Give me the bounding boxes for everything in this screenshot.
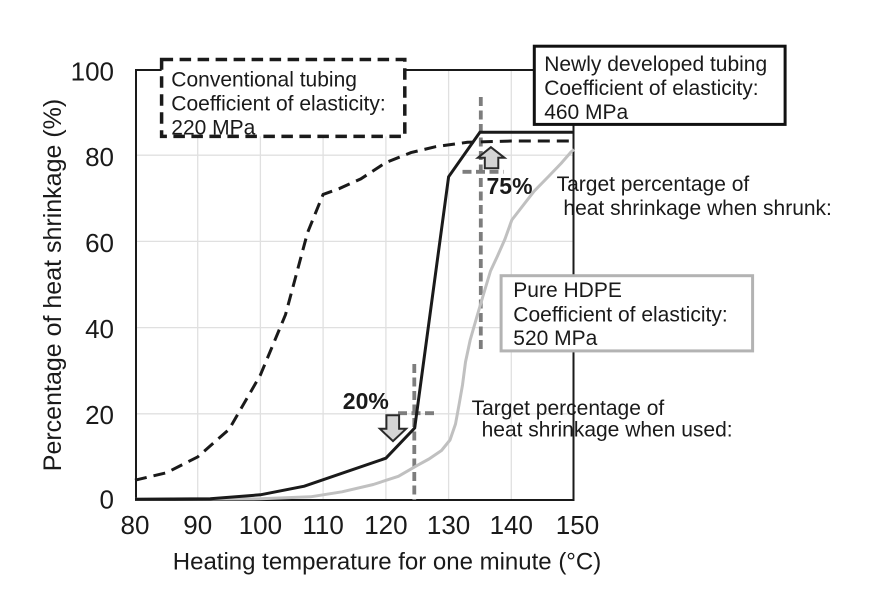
svg-text:Pure HDPE: Pure HDPE xyxy=(513,279,622,302)
svg-text:460 MPa: 460 MPa xyxy=(544,101,628,124)
svg-text:80: 80 xyxy=(121,510,150,540)
svg-text:Coefficient of elasticity:: Coefficient of elasticity: xyxy=(513,303,727,326)
svg-text:220 MPa: 220 MPa xyxy=(171,116,255,139)
svg-text:Heating temperature for one mi: Heating temperature for one minute (°C) xyxy=(173,549,601,576)
svg-text:75%: 75% xyxy=(487,173,533,199)
svg-text:100: 100 xyxy=(71,57,114,87)
svg-text:heat shrinkage when shrunk:: heat shrinkage when shrunk: xyxy=(563,197,832,220)
svg-text:Coefficient of elasticity:: Coefficient of elasticity: xyxy=(544,77,758,100)
svg-text:Target percentage of: Target percentage of xyxy=(557,173,750,196)
svg-text:120: 120 xyxy=(364,510,407,540)
svg-text:520 MPa: 520 MPa xyxy=(513,327,597,350)
svg-text:Percentage of heat shrinkage (: Percentage of heat shrinkage (%) xyxy=(39,99,67,471)
svg-text:140: 140 xyxy=(490,510,533,540)
svg-text:110: 110 xyxy=(302,510,343,540)
svg-text:100: 100 xyxy=(239,510,282,540)
svg-text:90: 90 xyxy=(183,510,212,540)
svg-text:Newly developed tubing: Newly developed tubing xyxy=(544,53,767,76)
svg-text:150: 150 xyxy=(556,510,599,540)
svg-text:heat shrinkage when used:: heat shrinkage when used: xyxy=(482,419,733,442)
svg-text:0: 0 xyxy=(100,485,114,515)
svg-text:20%: 20% xyxy=(343,388,389,414)
svg-text:Coefficient of elasticity:: Coefficient of elasticity: xyxy=(171,92,385,115)
svg-text:130: 130 xyxy=(427,510,470,540)
svg-text:40: 40 xyxy=(85,314,114,344)
svg-text:Conventional tubing: Conventional tubing xyxy=(171,68,357,91)
svg-text:Target percentage of: Target percentage of xyxy=(472,397,665,420)
svg-text:80: 80 xyxy=(85,142,114,172)
svg-text:60: 60 xyxy=(85,228,114,258)
svg-text:20: 20 xyxy=(85,400,114,430)
